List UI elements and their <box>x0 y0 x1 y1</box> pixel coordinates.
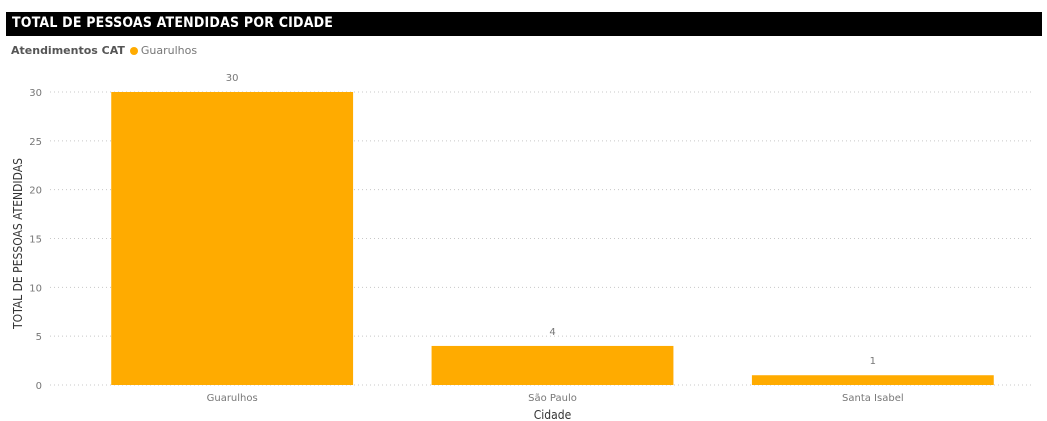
data-labels: 30 4 1 <box>226 73 876 367</box>
bar[interactable] <box>751 375 994 385</box>
y-tick-label: 15 <box>29 235 42 246</box>
legend-title: Atendimentos CAT <box>11 44 125 57</box>
x-axis: Guarulhos São Paulo Santa Isabel <box>207 393 904 404</box>
y-axis-title: TOTAL DE PESSOAS ATENDIDAS <box>11 158 25 330</box>
data-label: 4 <box>549 327 555 338</box>
legend-entry-label: Guarulhos <box>140 44 198 57</box>
y-tick-label: 5 <box>36 332 42 343</box>
y-axis: 0 5 10 15 20 25 30 <box>29 88 42 392</box>
bar[interactable] <box>111 92 354 385</box>
title-bar: TOTAL DE PESSOAS ATENDIDAS POR CIDADE <box>6 12 1042 36</box>
bars <box>111 92 994 385</box>
y-tick-label: 25 <box>29 137 42 148</box>
legend: Atendimentos CAT Guarulhos <box>11 44 197 57</box>
chart-title: TOTAL DE PESSOAS ATENDIDAS POR CIDADE <box>12 15 334 31</box>
legend-swatch <box>129 46 138 55</box>
data-label: 1 <box>870 356 876 367</box>
x-tick-label: São Paulo <box>528 393 577 404</box>
x-tick-label: Santa Isabel <box>842 393 904 404</box>
y-tick-label: 0 <box>36 381 42 392</box>
bar[interactable] <box>431 345 674 385</box>
y-tick-label: 20 <box>29 186 42 197</box>
y-tick-label: 30 <box>29 88 42 99</box>
data-label: 30 <box>226 73 239 84</box>
y-tick-label: 10 <box>29 283 42 294</box>
x-axis-title: Cidade <box>534 408 572 421</box>
x-tick-label: Guarulhos <box>207 393 258 404</box>
